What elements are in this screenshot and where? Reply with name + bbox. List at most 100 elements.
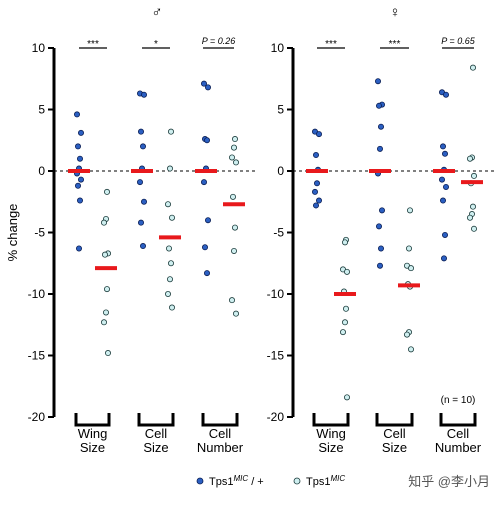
panel-0-2-mutant-point [231,224,238,231]
panel-1-category-label: Number [435,440,482,455]
panel-0-2-control-point [201,244,208,251]
panel-1-2-mutant-point [469,203,476,210]
panel-0-1-control-point [140,198,147,205]
panel-1-2-mutant-point [466,214,473,221]
panel-0-category-label: Cell [145,426,168,441]
panel-0-y-tick-label: -15 [28,349,46,363]
panel-0-0-control-point [74,111,81,118]
panel-0-0-mutant-point [104,188,111,195]
legend-marker-1 [293,477,301,485]
panel-1-1-control-point [375,102,382,109]
panel-1-category-label: Cell [383,426,406,441]
panel-0-2-control-point [203,270,210,277]
panel-1-1-control-point [376,262,383,269]
panel-1-2-control-point [440,255,447,262]
legend-label-1: Tps1MIC [306,474,345,488]
panel-0-category-bracket [74,413,111,427]
panel-0-1-control-point [137,128,144,135]
panel-0-2-mutant-point [232,310,239,317]
panel-1-category-label: Cell [447,426,470,441]
panel-1-y-tick-label: 5 [277,103,284,117]
panel-0-category-bracket [201,413,239,427]
panel-0-0-mutant-point [103,309,110,316]
n-label: (n = 10) [441,395,476,406]
panel-1-0-mutant-point [339,329,346,336]
panel-1-category-bracket [312,413,350,427]
panel-0-0-mutant-point [101,319,108,326]
watermark: 知乎 @李小月 [408,474,490,489]
panel-1-y-tick-label: -5 [273,226,284,240]
panel-0-1-mutant-point [168,304,175,311]
panel-1-2-mutant-point [466,155,473,162]
panel-1-category-bracket [439,413,477,427]
panel-1-1-mutant-point [406,207,413,214]
panel-0-2-control-point [203,137,210,144]
panel-0-category-label: Cell [209,426,232,441]
panel-0-0-control-point [75,143,82,150]
panel-1-category-bracket [375,413,414,427]
panel-1-0-control-point [312,202,319,209]
panel-1-0-control-point [315,131,322,138]
panel-0-1-mutant-point [164,201,171,208]
panel-1-0-control-point [315,197,322,204]
panel-0-y-tick-label: -5 [34,226,45,240]
panel-0-1-mutant-point [166,165,173,172]
panel-0-1-control-point [136,179,143,186]
panel-0-y-tick-label: 10 [32,41,46,55]
panel-0-2-control-point [200,179,207,186]
panel-1-sig-label: P = 0.65 [441,36,475,46]
panel-1-0-mutant-point [343,268,350,275]
panel-0-1-mutant-point [166,276,173,283]
panel-0-2-mutant-point [232,159,239,166]
panel-1-2-control-point [438,176,445,183]
panel-1-2-mutant-point [470,172,477,179]
panel-0-0-mutant-point [101,219,108,226]
panel-0-1-control-point [139,143,146,150]
panel-1-0-mutant-point [343,394,350,401]
panel-1-1-control-point [377,245,384,252]
panel-1-2-control-point [439,143,446,150]
panel-1-2-mutant-point [469,64,476,71]
panel-1-1-mutant-point [407,346,414,353]
panel-0-y-tick-label: -10 [28,287,46,301]
panel-0-0-control-point [77,155,84,162]
legend-label-0: Tps1MIC / + [209,474,264,488]
panel-0-0-control-point [77,197,84,204]
panel-1-1-control-point [374,78,381,85]
panel-1-1-control-point [377,123,384,130]
panel-1-category-label: Size [382,440,407,455]
panel-1-1-control-point [375,223,382,230]
panel-0-2-mutant-point [228,297,235,304]
panel-1-1-control-point [378,207,385,214]
panel-0-2-mutant-point [229,193,236,200]
panel-0-0-mutant-point [104,286,111,293]
panel-1-sig-label: *** [325,39,337,50]
panel-1-0-mutant-point [341,319,348,326]
panel-1-category-label: Size [318,440,343,455]
panel-0-category-label: Number [197,440,244,455]
panel-0-category-label: Size [143,440,168,455]
panel-0-1-mutant-point [164,290,171,297]
panel-0-0-control-point [78,129,85,136]
panel-0-title: ♂ [151,4,162,21]
panel-1-y-tick-label: -15 [267,349,285,363]
panel-1: ♀1050-5-10-15-20***WingSize***CellSizeP … [267,4,496,455]
panel-0-2-control-point [204,84,211,91]
y-axis-label: % change [5,204,20,262]
panel-1-1-mutant-point [403,331,410,338]
panel-1-1-mutant-point [405,245,412,252]
panel-1-1-control-point [376,145,383,152]
panel-1-sig-label: *** [389,39,401,50]
panel-1-0-mutant-point [342,305,349,312]
panel-1-0-mutant-point [341,239,348,246]
panel-1-0-control-point [313,180,320,187]
panel-1-y-tick-label: -20 [267,410,285,424]
panel-0-1-control-point [139,243,146,250]
panel-0-y-tick-label: 5 [38,103,45,117]
panel-0-sig-label: P = 0.26 [202,36,235,46]
panel-0-sig-label: *** [87,39,99,50]
panel-0-0-control-point [76,245,83,252]
panel-0-2-mutant-point [228,154,235,161]
panel-0-category-label: Size [80,440,105,455]
